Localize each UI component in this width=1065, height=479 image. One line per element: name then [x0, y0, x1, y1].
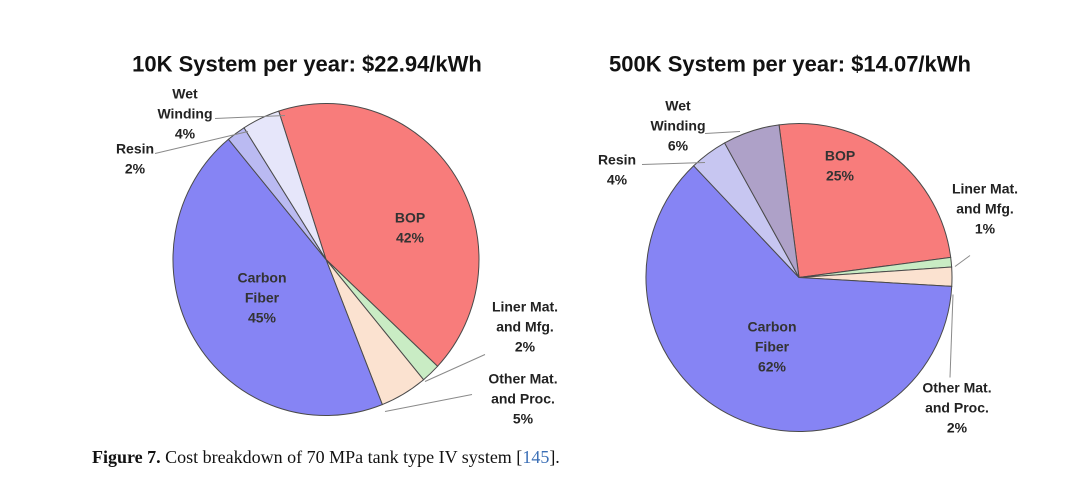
slice-label-line: 5%: [513, 411, 534, 427]
slice-label-line: 25%: [826, 168, 855, 184]
slice-label-line: Other Mat.: [488, 371, 557, 387]
slice-label-line: 2%: [947, 420, 968, 436]
pie-chart-10k: [172, 103, 480, 416]
pie-slice-wet: [243, 110, 327, 260]
slice-label-line: Carbon: [748, 319, 797, 335]
slice-label-other: Other Mat. and Proc. 2%: [922, 380, 991, 436]
chart-title-500k: 500K System per year: $14.07/kWh: [609, 52, 971, 77]
slice-label-resin: Resin 4%: [598, 152, 636, 188]
leader-line-other: [949, 294, 954, 378]
slice-label-other: Other Mat. and Proc. 5%: [488, 371, 557, 427]
slice-label-line: and Mfg.: [956, 201, 1014, 217]
slice-label-line: and Proc.: [925, 400, 989, 416]
slice-label-line: Resin: [116, 141, 154, 157]
leader-line-resin: [641, 162, 706, 165]
slice-label-line: 45%: [248, 310, 277, 326]
slice-label-carbon: Carbon Fiber 45%: [238, 270, 287, 326]
slice-label-wet: Wet Winding 6%: [650, 98, 705, 154]
slice-label-line: Liner Mat.: [952, 181, 1018, 197]
slice-label-line: BOP: [395, 210, 425, 226]
slice-label-line: Winding: [650, 118, 705, 134]
caption-text: Cost breakdown of 70 MPa tank type IV sy…: [160, 447, 523, 467]
caption-end: ].: [549, 447, 560, 467]
citation-link[interactable]: 145: [522, 447, 550, 467]
chart-title-10k: 10K System per year: $22.94/kWh: [132, 52, 482, 77]
slice-label-line: Carbon: [238, 270, 287, 286]
leader-line-other: [384, 394, 473, 412]
leader-line-wet: [704, 131, 741, 134]
slice-label-line: 42%: [396, 230, 425, 246]
pie-slice-bop: [278, 103, 480, 368]
leader-line-resin: [154, 131, 249, 154]
slice-label-line: and Mfg.: [496, 319, 554, 335]
slice-label-bop: BOP 42%: [395, 210, 425, 246]
pie-slice-wet: [723, 124, 800, 278]
figure-label: Figure 7.: [92, 447, 161, 467]
slice-label-line: and Proc.: [491, 391, 555, 407]
leader-line-wet: [214, 115, 286, 119]
pie-slice-bop: [778, 123, 952, 279]
leader-line-liner: [424, 354, 486, 382]
slice-label-line: 62%: [758, 359, 787, 375]
slice-label-liner: Liner Mat. and Mfg. 1%: [952, 181, 1018, 237]
slice-label-line: 1%: [975, 221, 996, 237]
pie-slice-carbon: [172, 138, 383, 416]
slice-label-carbon: Carbon Fiber 62%: [748, 319, 797, 375]
slice-label-line: Liner Mat.: [492, 299, 558, 315]
pie-chart-500k: [645, 123, 953, 432]
slice-label-line: Resin: [598, 152, 636, 168]
slice-label-line: 4%: [175, 126, 196, 142]
slice-label-line: 6%: [668, 138, 689, 154]
slice-labels: BOP 42% Liner Mat. and Mfg. 2% Other Mat. and …: [116, 86, 1018, 436]
slice-label-line: 2%: [125, 161, 146, 177]
slice-label-line: Wet: [665, 98, 691, 114]
pie-slice-carbon: [645, 165, 953, 432]
slice-label-line: 2%: [515, 339, 536, 355]
slice-label-line: BOP: [825, 148, 855, 164]
leader-line-liner: [954, 255, 971, 267]
slice-label-line: Other Mat.: [922, 380, 991, 396]
slice-label-line: 4%: [607, 172, 628, 188]
slice-label-line: Winding: [157, 106, 212, 122]
slice-label-bop: BOP 25%: [825, 148, 855, 184]
slice-label-liner: Liner Mat. and Mfg. 2%: [492, 299, 558, 355]
slice-label-resin: Resin 2%: [116, 141, 154, 177]
slice-label-line: Fiber: [245, 290, 280, 306]
figure-caption: Figure 7. Cost breakdown of 70 MPa tank …: [92, 447, 560, 468]
slice-label-line: Wet: [172, 86, 198, 102]
slice-label-wet: Wet Winding 4%: [157, 86, 212, 142]
slice-label-line: Fiber: [755, 339, 790, 355]
